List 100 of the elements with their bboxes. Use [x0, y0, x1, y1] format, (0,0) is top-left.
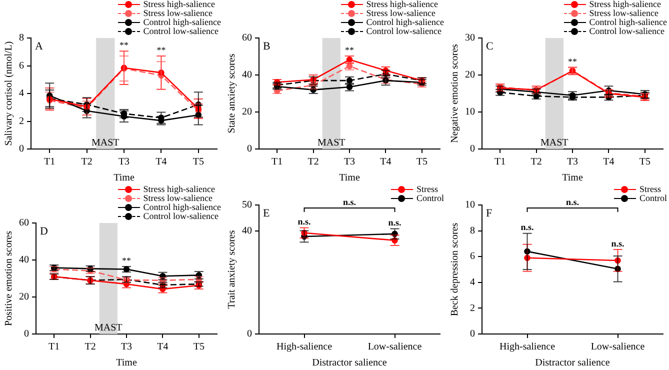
x-axis-title: Distractor salience	[312, 358, 388, 369]
y-tick-label: 10	[465, 200, 475, 211]
band-label: MAST	[94, 322, 122, 334]
legend-label: Stress high-salience	[366, 0, 438, 9]
x-tick-label: Low-salience	[368, 342, 422, 353]
y-tick-label: 40	[19, 254, 29, 266]
y-axis-title: Negative emotion scores	[450, 44, 461, 143]
y-tick-label: 4	[19, 88, 24, 100]
legend-label: Stress low-salience	[366, 8, 436, 18]
legend-label: Control low-salience	[589, 26, 664, 36]
x-tick-label: T3	[120, 342, 132, 353]
y-axis-title: State anxiety scores	[226, 54, 238, 134]
legend-label: Stress high-salience	[143, 0, 215, 9]
legend-label: Control	[639, 193, 667, 203]
x-tick-label: T5	[416, 156, 428, 168]
y-tick-label: 8	[470, 225, 475, 236]
annotation: n.s.	[388, 218, 402, 228]
x-tick-label: T3	[566, 156, 578, 168]
x-tick-label: Low-salience	[590, 342, 646, 353]
y-tick-label: 0	[470, 144, 475, 155]
annotation: n.s.	[566, 196, 580, 207]
y-tick-label: 30	[465, 32, 475, 44]
x-axis-title: Time	[114, 172, 135, 184]
x-axis-title: Time	[339, 172, 360, 184]
band-label: MAST	[318, 138, 346, 149]
x-tick-label: T4	[603, 156, 614, 168]
legend-label: Control low-salience	[143, 26, 218, 36]
y-tick-label: 20	[242, 106, 252, 118]
y-tick-label: 0	[24, 328, 29, 340]
annotation: n.s.	[520, 222, 534, 232]
y-tick-label: 20	[19, 292, 29, 303]
x-tick-label: T4	[380, 156, 392, 168]
chart-title: B	[263, 40, 270, 52]
annotation: **	[122, 255, 132, 266]
chart-title: E	[263, 207, 270, 220]
legend-label: Control low-salience	[143, 211, 218, 221]
legend-label: Stress low-salience	[589, 8, 658, 18]
y-tick-label: 2	[470, 302, 475, 314]
legend-label: Stress high-salience	[143, 184, 215, 194]
y-tick-label: 60	[242, 32, 252, 44]
x-tick-label: T1	[272, 156, 283, 168]
x-tick-label: High-salience	[276, 342, 333, 353]
legend-label: Control high-salience	[366, 17, 444, 27]
band-label: MAST	[92, 138, 120, 149]
y-tick-label: 50	[242, 200, 252, 211]
y-tick-label: 10	[465, 106, 475, 118]
legend-label: Stress high-salience	[589, 0, 661, 9]
x-tick-label: T1	[44, 156, 56, 168]
y-tick-label: 40	[242, 225, 252, 236]
y-tick-label: 8	[19, 32, 24, 44]
x-tick-label: T5	[192, 156, 204, 168]
x-tick-label: T3	[118, 156, 130, 168]
x-tick-label: T1	[48, 342, 60, 353]
x-tick-label: T3	[344, 156, 356, 168]
x-tick-label: T1	[494, 156, 506, 168]
band-label: MAST	[540, 138, 568, 149]
x-tick-label: T2	[81, 156, 92, 168]
y-axis-title: Trait anxiety scores	[226, 230, 238, 309]
x-axis-title: Time	[116, 358, 138, 369]
x-axis-title: Distractor salience	[535, 358, 610, 369]
x-tick-label: T2	[84, 342, 96, 353]
annotation: n.s.	[611, 238, 624, 248]
legend-label: Control	[416, 193, 444, 203]
x-axis-title: Time	[562, 172, 584, 184]
y-tick-label: 0	[470, 328, 475, 340]
x-tick-label: High-salience	[499, 342, 556, 353]
chart-title: C	[486, 40, 494, 52]
annotation: n.s.	[342, 196, 356, 207]
annotation: **	[120, 40, 129, 50]
legend-label: Stress low-salience	[143, 8, 212, 18]
y-tick-label: 0	[19, 144, 24, 155]
y-tick-label: 6	[470, 251, 475, 262]
y-tick-label: 40	[242, 70, 252, 81]
y-axis-title: Positive emotion scores	[4, 230, 15, 326]
legend-label: Control low-salience	[366, 26, 442, 36]
chart-title: A	[35, 40, 43, 52]
x-tick-label: T2	[308, 156, 319, 168]
y-tick-label: 60	[19, 218, 29, 229]
annotation: n.s.	[298, 216, 311, 227]
y-tick-label: 6	[19, 60, 24, 72]
x-tick-label: T2	[530, 156, 542, 168]
y-tick-label: 4	[470, 277, 475, 288]
x-tick-label: T4	[157, 342, 168, 353]
legend-label: Control high-salience	[143, 17, 221, 27]
legend-label: Stress	[639, 184, 661, 194]
y-tick-label: 0	[247, 328, 252, 340]
y-tick-label: 2	[19, 116, 24, 127]
y-tick-label: 0	[247, 144, 252, 155]
chart-title: F	[486, 207, 492, 220]
y-axis-title: Beck depression scores	[450, 222, 461, 316]
annotation: **	[568, 56, 578, 66]
y-tick-label: 20	[465, 70, 475, 81]
chart-title: D	[40, 225, 48, 238]
annotation: **	[345, 44, 354, 55]
y-axis-title: Salivary cortisol (nmol/L)	[4, 41, 15, 146]
x-tick-label: T5	[639, 156, 650, 168]
annotation: **	[156, 44, 166, 55]
legend-label: Control high-salience	[589, 17, 667, 27]
legend-label: Control high-salience	[143, 202, 221, 212]
x-tick-label: T4	[156, 156, 167, 168]
